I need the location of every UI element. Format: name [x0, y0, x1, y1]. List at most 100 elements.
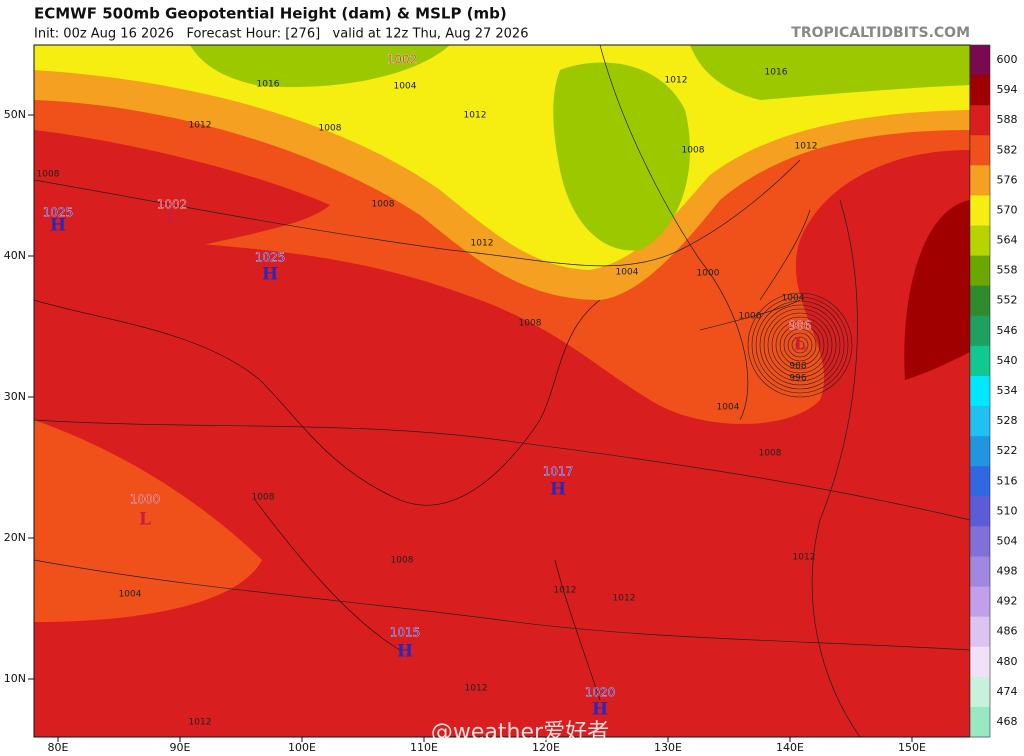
colorbar-label: 486	[997, 625, 1018, 638]
isobar-label: 1004	[394, 82, 417, 92]
lon-label: 150E	[898, 741, 926, 754]
lon-label: 100E	[288, 741, 316, 754]
colorbar-swatch	[970, 586, 990, 618]
center-letter: L	[794, 335, 806, 355]
map-labels: 50N 40N 30N 20N 10N 80E 90E 100E 110E 120E 130E 140…	[4, 52, 926, 754]
isobar-ring	[787, 332, 813, 358]
center-letter: H	[262, 265, 278, 285]
colorbar-label: 546	[997, 324, 1018, 337]
center-letter: H	[397, 642, 413, 662]
colorbar-label: 504	[997, 534, 1018, 547]
isobar-ring	[791, 336, 809, 354]
lon-label: 80E	[48, 741, 69, 754]
isobar-label: 1008	[252, 493, 275, 503]
colorbar-swatch	[970, 676, 990, 708]
isobar-ring	[795, 340, 805, 350]
colorbar-label: 570	[997, 203, 1018, 216]
colorbar-swatch	[970, 285, 990, 317]
colorbar-frame	[969, 44, 991, 738]
colorbar-label: 510	[997, 504, 1018, 517]
lon-label: 140E	[776, 741, 804, 754]
colorbar-swatch	[970, 315, 990, 347]
isobar-label: 1012	[189, 718, 212, 728]
colorbar-label: 516	[997, 474, 1018, 487]
isobar-label: 1012	[665, 76, 688, 86]
lat-label: 30N	[4, 390, 26, 403]
center-letter: L	[166, 208, 178, 228]
isobar-label: 1004	[782, 294, 805, 304]
isobar	[599, 45, 749, 421]
isobar-ring	[747, 292, 853, 398]
isobar-ring	[771, 316, 829, 374]
isobar-label: 1012	[189, 121, 212, 131]
height-band	[34, 420, 262, 622]
isobar-label: 1004	[119, 590, 142, 600]
isobar-label: 1008	[319, 124, 342, 134]
isobar	[811, 199, 861, 737]
center-value: 1025	[255, 251, 286, 265]
height-band	[34, 130, 330, 285]
coastline	[34, 299, 601, 506]
isobar-label: 1000	[739, 312, 762, 322]
isobar	[34, 159, 801, 267]
center-letter: H	[550, 480, 566, 500]
isobar-label: 1000	[697, 269, 720, 279]
lat-label: 10N	[4, 672, 26, 685]
center-letter: H	[592, 700, 608, 720]
isobar-ring	[755, 300, 845, 390]
isobar-ring	[779, 324, 821, 366]
isobar-ring	[763, 308, 837, 382]
colorbar-label: 552	[997, 294, 1018, 307]
isobar-label: 988	[789, 362, 806, 372]
isobar-label: 1008	[37, 170, 60, 180]
watermark: @weather爱好者	[431, 720, 609, 745]
isobar	[34, 419, 970, 521]
colorbar-swatch	[970, 345, 990, 377]
colorbar-swatch	[970, 105, 990, 136]
colorbar-label: 540	[997, 354, 1018, 367]
height-band	[34, 45, 970, 270]
colorbar-swatch	[970, 135, 990, 166]
isobar-label: 1004	[717, 403, 740, 413]
colorbar-swatch	[970, 255, 990, 287]
colorbar-swatch	[970, 526, 990, 557]
center-value: 1015	[390, 626, 421, 640]
isobar-label: 996	[789, 374, 806, 384]
isobar-label: 1008	[519, 319, 542, 329]
isobar-label: 1008	[759, 449, 782, 459]
isobar-ring	[775, 320, 825, 370]
isobar-label: 1004	[616, 268, 639, 278]
height-band	[690, 45, 970, 100]
site-name: TROPICALTIDBITS.COM	[791, 25, 970, 41]
colorbar-label: 564	[997, 234, 1018, 247]
colorbar-label: 528	[997, 414, 1018, 427]
isobar-label: 1016	[765, 68, 788, 78]
isobar-label: 1012	[554, 586, 577, 596]
colorbar-label: 576	[997, 173, 1018, 186]
isobar-label: 1012	[464, 111, 487, 121]
center-value: 1020	[585, 686, 616, 700]
isobar-label: 1012	[613, 594, 636, 604]
colorbar-label: 588	[997, 113, 1018, 126]
center-value: 1025	[43, 206, 74, 220]
colorbar-swatch	[970, 45, 990, 76]
center-value: 986	[789, 319, 812, 333]
colorbar-label: 522	[997, 444, 1018, 457]
colorbar-swatch	[970, 616, 990, 648]
colorbar-swatch	[970, 646, 990, 678]
isobar-label: 1012	[471, 239, 494, 249]
colorbar-swatch	[970, 466, 990, 497]
colorbar-label: 498	[997, 565, 1018, 578]
colorbar-label: 468	[997, 715, 1018, 728]
coastline	[254, 499, 601, 701]
colorbar-label: 480	[997, 655, 1018, 668]
colorbar-label: 534	[997, 384, 1018, 397]
isobar-label: 1012	[793, 553, 816, 563]
isobar-ring	[751, 296, 849, 394]
center-value: 1017	[543, 465, 574, 479]
colorbar-swatch	[970, 406, 990, 437]
colorbar-swatch	[970, 195, 990, 227]
subtitle: Init: 00z Aug 16 2026 Forecast Hour: [27…	[34, 27, 528, 42]
colorbar-label: 492	[997, 595, 1018, 608]
